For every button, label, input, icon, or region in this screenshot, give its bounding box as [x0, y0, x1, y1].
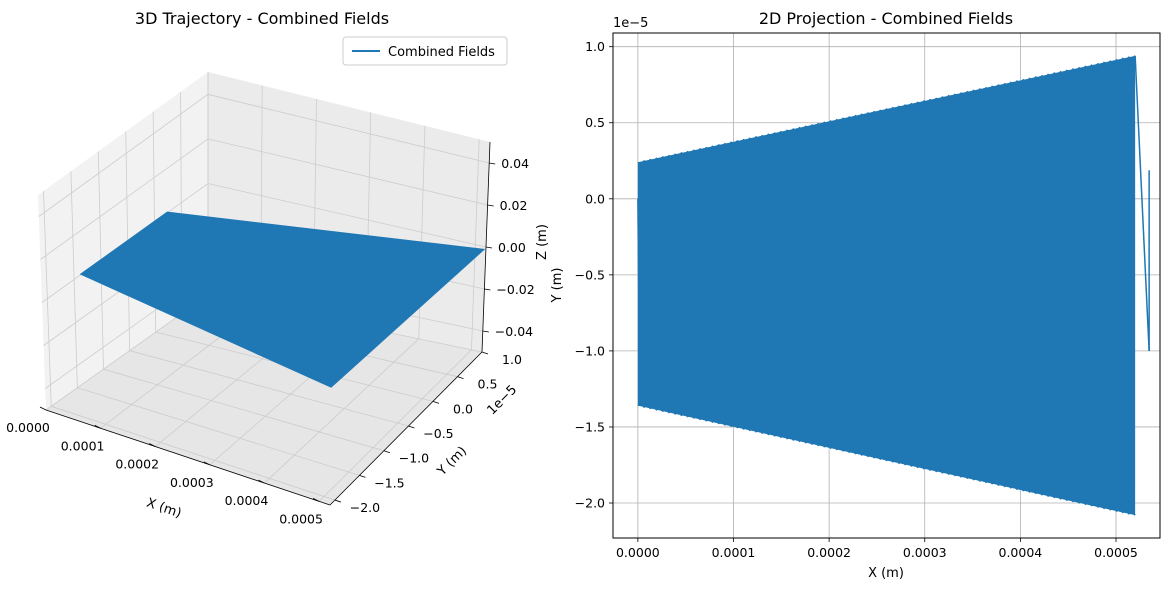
- legend: Combined Fields: [342, 36, 508, 66]
- 3d-z-tick: [482, 330, 489, 333]
- 2d-series-upper-edge: [637, 55, 1136, 166]
- 3d-x-tick-label: 0.0001: [61, 438, 105, 453]
- 3d-x-tick-label: 0.0003: [170, 475, 214, 490]
- 3d-tick-marks: 0.0000 0.0001 0.0002 0.0003 0.0004 0.0005 −2.0…: [6, 156, 535, 526]
- 3d-x-tick: [149, 443, 156, 447]
- 2d-y-tick-label: −1.0: [575, 343, 605, 358]
- 3d-chart-title: 3D Trajectory - Combined Fields: [135, 9, 389, 28]
- 3d-z-gridline: [38, 93, 490, 217]
- chart-3d-trajectory: 0.0000 0.0001 0.0002 0.0003 0.0004 0.0005 −2.0…: [6, 9, 550, 526]
- 2d-x-axis-label: X (m): [868, 566, 904, 581]
- 3d-trajectory-surface: [79, 211, 486, 388]
- 2d-y-tick-label: 0.0: [585, 191, 605, 206]
- 2d-tick-marks: 0.0000 0.0001 0.0002 0.0003 0.0004 0.0005 −2.0…: [575, 39, 1138, 560]
- 3d-y-tick-label: −2.0: [350, 500, 380, 515]
- 3d-x-tick-label: 0.0005: [279, 511, 323, 526]
- 3d-z-tick: [484, 288, 491, 291]
- 2d-series-lower-edge: [637, 402, 1136, 516]
- 3d-y-tick: [383, 450, 391, 454]
- 3d-x-tick-label: 0.0000: [6, 420, 50, 435]
- 2d-y-tick-label: −0.5: [575, 267, 605, 282]
- 3d-y-tick: [432, 400, 440, 404]
- 3d-y-tick: [334, 499, 342, 503]
- 3d-y-tick: [481, 351, 489, 355]
- 3d-y-tick-label: 1.0: [502, 352, 522, 367]
- 2d-series-start: [637, 198, 641, 406]
- 3d-y-gridline: [125, 131, 409, 427]
- 3d-y-tick: [457, 376, 464, 380]
- 3d-y-tick: [359, 475, 366, 478]
- 3d-z-tick: [487, 204, 494, 207]
- 3d-y-tick-label: 0.0: [453, 401, 473, 416]
- 2d-x-tick-label: 0.0005: [1094, 545, 1138, 560]
- 2d-y-offset-label: 1e−5: [613, 16, 648, 31]
- 3d-y-tick-label: −1.5: [374, 475, 404, 490]
- 2d-series-end: [1134, 55, 1150, 351]
- 2d-plot-frame: [612, 32, 1161, 539]
- 3d-x-tick-label: 0.0004: [225, 493, 269, 508]
- 3d-axis-line: [329, 351, 483, 506]
- 3d-trajectory-fill: [79, 211, 486, 388]
- 3d-pane-left: [38, 72, 208, 410]
- 2d-x-tick-label: 0.0000: [616, 545, 660, 560]
- 3d-z-tick-label: −0.02: [496, 282, 534, 297]
- 2d-y-tick-label: −1.5: [575, 419, 605, 434]
- 3d-z-gridline: [40, 138, 488, 260]
- 3d-z-tick-label: −0.04: [495, 324, 533, 339]
- 3d-x-tick: [312, 497, 320, 502]
- 3d-z-tick: [489, 162, 496, 165]
- 2d-series-combined-fields: [637, 55, 1150, 516]
- chart-2d-projection: 2D Projection - Combined Fields 0.0000 0.…: [550, 9, 1161, 581]
- 2d-y-tick-label: −2.0: [575, 496, 605, 511]
- 3d-x-tick: [203, 461, 211, 466]
- 3d-z-tick-label: 0.04: [501, 156, 529, 171]
- legend-box: [342, 36, 508, 66]
- 3d-x-tick-label: 0.0002: [115, 457, 159, 472]
- 2d-series-band: [637, 55, 1136, 516]
- 3d-x-tick: [94, 424, 101, 429]
- 3d-x-tick: [258, 479, 265, 484]
- 3d-x-tick: [39, 406, 47, 411]
- 2d-x-tick-label: 0.0004: [999, 545, 1043, 560]
- 3d-y-tick-label: −1.0: [399, 451, 429, 466]
- 3d-y-tick-label: −0.5: [423, 426, 453, 441]
- 2d-y-tick-label: 0.5: [585, 115, 605, 130]
- 3d-y-gridline: [97, 151, 385, 452]
- 3d-y-tick-label: 0.5: [478, 377, 498, 392]
- 2d-chart-title: 2D Projection - Combined Fields: [759, 9, 1013, 28]
- 2d-x-tick-label: 0.0003: [903, 545, 947, 560]
- legend-label: Combined Fields: [388, 45, 495, 60]
- 3d-z-axis-label: Z (m): [535, 224, 550, 260]
- 2d-y-tick-label: 1.0: [585, 39, 605, 54]
- 2d-x-tick-label: 0.0002: [807, 545, 851, 560]
- 3d-axis-line: [45, 409, 331, 506]
- 2d-y-axis-label: Y (m): [550, 268, 565, 304]
- 3d-z-tick-label: 0.00: [498, 240, 526, 255]
- 2d-x-tick-label: 0.0001: [712, 545, 756, 560]
- 3d-y-gridline: [70, 171, 360, 476]
- 3d-z-tick: [485, 246, 493, 249]
- 3d-y-gridline: [43, 191, 336, 501]
- 3d-y-tick: [408, 425, 415, 429]
- 3d-z-tick-label: 0.02: [500, 198, 528, 213]
